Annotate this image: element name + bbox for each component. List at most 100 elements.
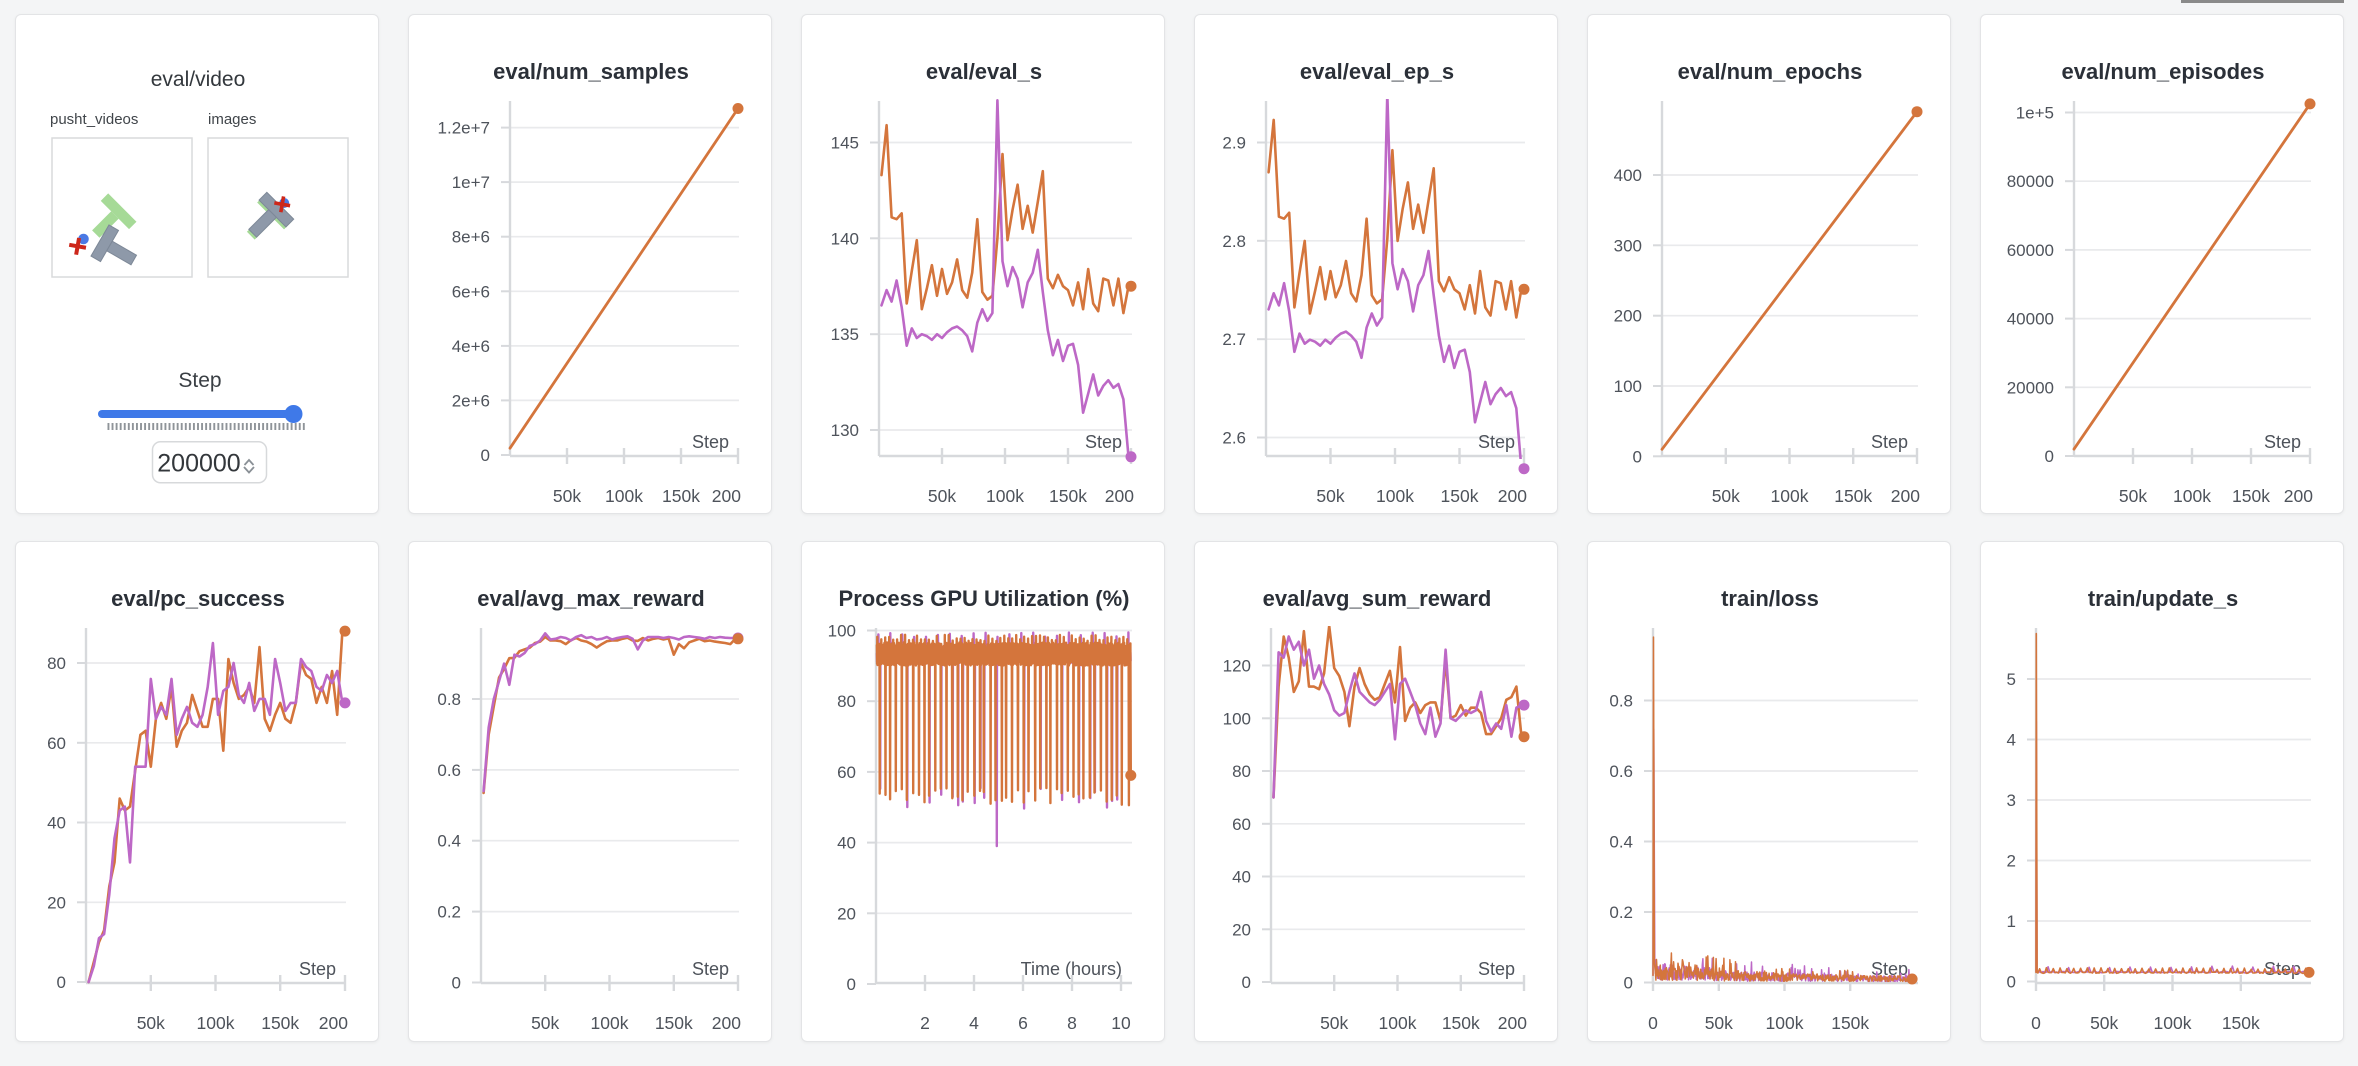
svg-text:80: 80	[1232, 762, 1251, 781]
svg-text:5: 5	[2007, 670, 2016, 689]
svg-text:Step: Step	[2264, 959, 2301, 979]
svg-text:2e+6: 2e+6	[452, 391, 490, 410]
svg-text:50k: 50k	[531, 1013, 559, 1033]
svg-text:100k: 100k	[1766, 1013, 1804, 1033]
svg-text:50k: 50k	[1316, 486, 1344, 506]
svg-text:120: 120	[1223, 657, 1251, 676]
svg-text:0.2: 0.2	[1609, 903, 1633, 922]
svg-text:eval/avg_sum_reward: eval/avg_sum_reward	[1263, 586, 1492, 611]
svg-text:100k: 100k	[2173, 486, 2211, 506]
svg-text:20: 20	[47, 893, 66, 912]
svg-text:80: 80	[837, 692, 856, 711]
svg-text:130: 130	[831, 421, 859, 440]
svg-text:0: 0	[452, 974, 461, 993]
svg-text:40000: 40000	[2007, 310, 2054, 329]
svg-text:80000: 80000	[2007, 172, 2054, 191]
svg-text:200000: 200000	[157, 450, 240, 478]
svg-text:Step: Step	[299, 959, 336, 979]
svg-text:100k: 100k	[2154, 1013, 2192, 1033]
svg-text:1: 1	[2007, 912, 2016, 931]
svg-text:1e+5: 1e+5	[2016, 104, 2054, 123]
svg-text:60: 60	[47, 734, 66, 753]
svg-text:Step: Step	[1478, 432, 1515, 452]
svg-text:3: 3	[2007, 791, 2016, 810]
svg-text:4: 4	[969, 1013, 979, 1033]
svg-text:150k: 150k	[1049, 486, 1087, 506]
svg-text:60: 60	[1232, 815, 1251, 834]
svg-text:4: 4	[2007, 731, 2016, 750]
svg-text:80: 80	[47, 654, 66, 673]
svg-text:0: 0	[847, 975, 856, 994]
svg-text:150k: 150k	[1442, 1013, 1480, 1033]
svg-text:200: 200	[1891, 486, 1920, 506]
svg-text:train/loss: train/loss	[1721, 586, 1819, 611]
svg-text:100k: 100k	[1771, 486, 1809, 506]
svg-text:60: 60	[837, 763, 856, 782]
svg-text:150k: 150k	[2232, 486, 2270, 506]
svg-text:4e+6: 4e+6	[452, 337, 490, 356]
svg-text:40: 40	[1232, 868, 1251, 887]
svg-text:0: 0	[1648, 1013, 1658, 1033]
svg-text:200: 200	[712, 1013, 741, 1033]
svg-text:400: 400	[1614, 166, 1642, 185]
svg-text:0: 0	[1633, 447, 1642, 466]
svg-text:eval/video: eval/video	[151, 68, 246, 91]
svg-text:40: 40	[47, 814, 66, 833]
svg-text:Step: Step	[692, 432, 729, 452]
svg-text:Step: Step	[178, 369, 221, 392]
svg-text:8e+6: 8e+6	[452, 228, 490, 247]
svg-text:200: 200	[2284, 486, 2313, 506]
svg-text:50k: 50k	[1712, 486, 1740, 506]
svg-text:100k: 100k	[197, 1013, 235, 1033]
svg-text:Step: Step	[1085, 432, 1122, 452]
svg-text:200: 200	[1498, 1013, 1527, 1033]
svg-text:150k: 150k	[261, 1013, 299, 1033]
svg-text:0.4: 0.4	[1609, 833, 1633, 852]
svg-text:50k: 50k	[553, 486, 581, 506]
svg-text:eval/eval_s: eval/eval_s	[926, 59, 1042, 84]
svg-text:0.4: 0.4	[437, 832, 461, 851]
svg-text:135: 135	[831, 325, 859, 344]
svg-text:2.7: 2.7	[1222, 330, 1246, 349]
svg-text:1e+7: 1e+7	[452, 173, 490, 192]
svg-text:20: 20	[1232, 920, 1251, 939]
svg-text:50k: 50k	[2119, 486, 2147, 506]
svg-text:145: 145	[831, 134, 859, 153]
svg-text:eval/num_samples: eval/num_samples	[493, 59, 689, 84]
svg-text:0: 0	[1624, 974, 1633, 993]
svg-text:100k: 100k	[986, 486, 1024, 506]
svg-text:eval/pc_success: eval/pc_success	[111, 586, 285, 611]
svg-text:200: 200	[1498, 486, 1527, 506]
svg-text:10: 10	[1111, 1013, 1131, 1033]
svg-text:images: images	[208, 111, 256, 128]
svg-text:6e+6: 6e+6	[452, 282, 490, 301]
svg-text:50k: 50k	[2090, 1013, 2118, 1033]
svg-text:150k: 150k	[662, 486, 700, 506]
svg-text:2.8: 2.8	[1222, 232, 1246, 251]
svg-text:100: 100	[1614, 377, 1642, 396]
svg-text:100k: 100k	[591, 1013, 629, 1033]
svg-text:0.6: 0.6	[437, 761, 461, 780]
svg-text:Step: Step	[1478, 959, 1515, 979]
svg-text:0: 0	[481, 446, 490, 465]
svg-text:0: 0	[2007, 973, 2016, 992]
svg-text:100: 100	[828, 622, 856, 641]
svg-text:100k: 100k	[1376, 486, 1414, 506]
svg-text:150k: 150k	[2222, 1013, 2260, 1033]
svg-text:pusht_videos: pusht_videos	[50, 111, 138, 128]
svg-text:150k: 150k	[1831, 1013, 1869, 1033]
svg-text:train/update_s: train/update_s	[2088, 586, 2238, 611]
svg-text:200: 200	[1614, 307, 1642, 326]
svg-text:eval/eval_ep_s: eval/eval_ep_s	[1300, 59, 1454, 84]
svg-text:140: 140	[831, 229, 859, 248]
svg-text:40: 40	[837, 834, 856, 853]
svg-text:0: 0	[2045, 447, 2054, 466]
svg-text:eval/avg_max_reward: eval/avg_max_reward	[477, 586, 705, 611]
svg-text:Step: Step	[1871, 959, 1908, 979]
svg-text:200: 200	[712, 486, 741, 506]
svg-text:150k: 150k	[1834, 486, 1872, 506]
svg-text:20: 20	[837, 904, 856, 923]
svg-text:Step: Step	[692, 959, 729, 979]
svg-text:100k: 100k	[605, 486, 643, 506]
svg-text:50k: 50k	[137, 1013, 165, 1033]
